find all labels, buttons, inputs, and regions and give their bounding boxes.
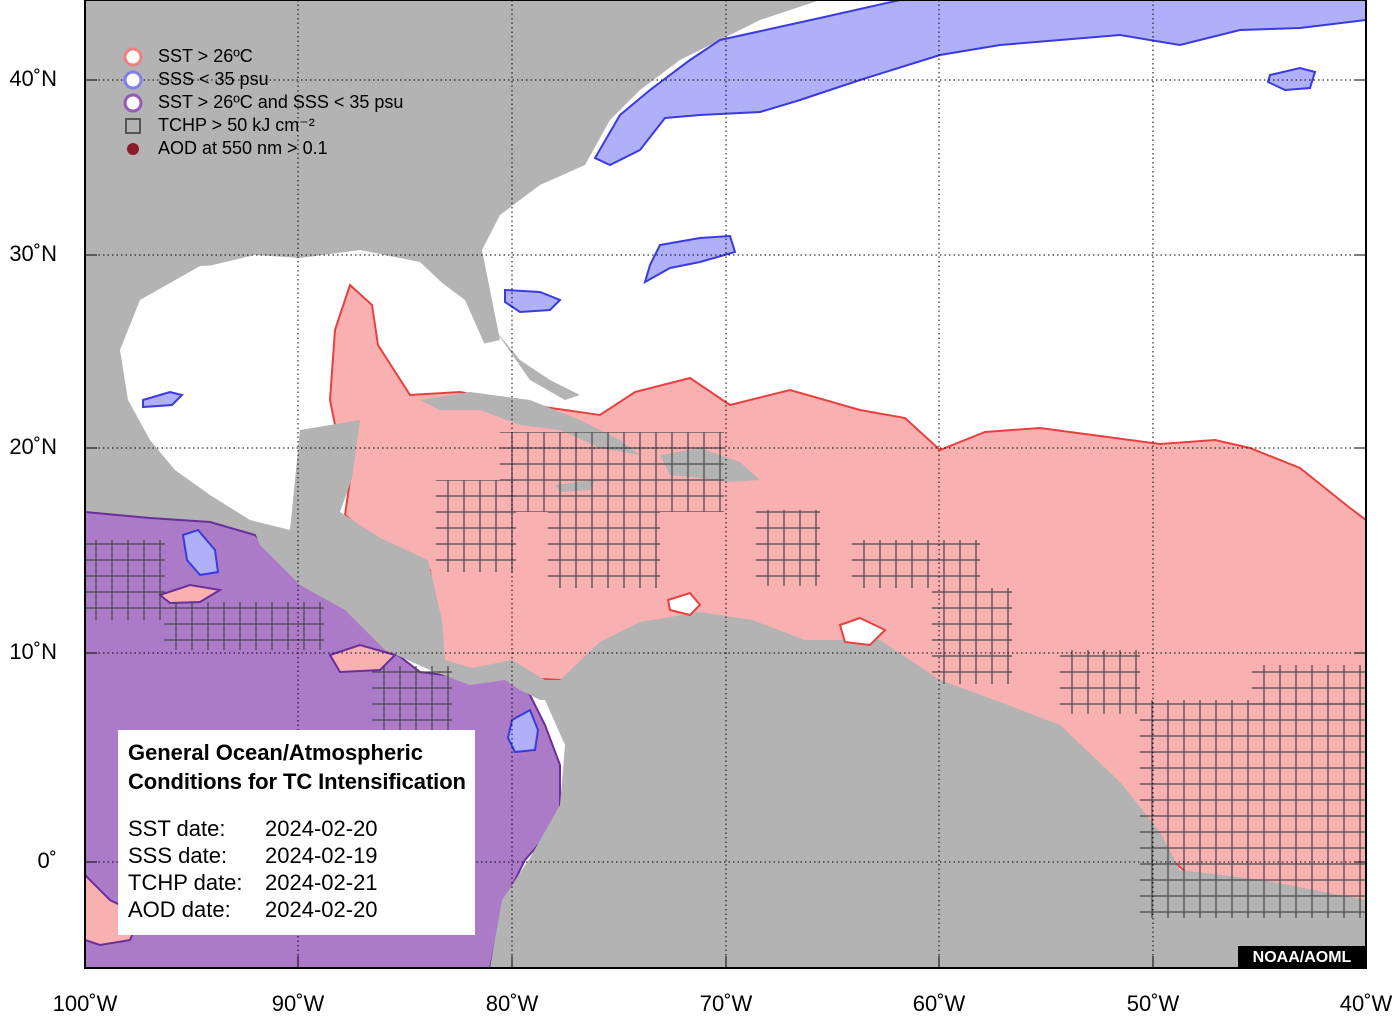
x-tick-label: 70˚W (700, 991, 753, 1016)
legend-label: SST > 26ºC and SSS < 35 psu (158, 92, 403, 112)
info-date: 2024-02-19 (265, 843, 378, 868)
tchp-grid (85, 432, 1366, 918)
land (85, 0, 820, 540)
info-title: General Ocean/Atmospheric (128, 740, 423, 765)
sst-region (157, 583, 223, 605)
info-date: 2024-02-21 (265, 870, 378, 895)
x-tick-label: 40˚W (1340, 991, 1393, 1016)
info-box: General Ocean/Atmospheric Conditions for… (118, 730, 475, 935)
legend-label: SST > 26ºC (158, 46, 253, 66)
info-label: SSS date: (128, 843, 227, 868)
y-tick-label: 30˚N (9, 241, 57, 266)
sss-region (593, 0, 1366, 167)
legend-marker (125, 118, 141, 134)
info-rows: SST date: 2024-02-20 SSS date: 2024-02-19 TC… (128, 816, 378, 922)
sss-region (643, 234, 737, 285)
land (495, 330, 580, 400)
legend-label: AOD at 550 nm > 0.1 (158, 138, 328, 158)
water (838, 616, 887, 647)
water (666, 591, 702, 617)
info-label: AOD date: (128, 897, 231, 922)
y-tick-label: 20˚N (9, 434, 57, 459)
legend-marker (123, 93, 143, 113)
water (135, 252, 485, 470)
sss-region (1266, 66, 1317, 92)
y-tick-label: 0˚ (37, 848, 57, 873)
sss-region (504, 288, 562, 314)
credit-bg (1238, 946, 1366, 968)
land (250, 420, 575, 700)
y-tick-label: 40˚N (9, 66, 57, 91)
map-area (85, 0, 1366, 968)
info-label: SST date: (128, 816, 225, 841)
x-tick-label: 90˚W (272, 991, 325, 1016)
legend-marker (123, 70, 143, 90)
legend-label: TCHP > 50 kJ cm⁻² (158, 115, 315, 135)
legend-marker (123, 47, 143, 67)
sss-region (142, 390, 184, 409)
legend-label: SSS < 35 psu (158, 69, 269, 89)
info-box-bg (118, 730, 475, 935)
info-date: 2024-02-20 (265, 897, 378, 922)
sst-region (328, 643, 397, 674)
x-tick-label: 60˚W (913, 991, 966, 1016)
info-date: 2024-02-20 (265, 816, 378, 841)
x-tick-label: 100˚W (53, 991, 118, 1016)
info-label: TCHP date: (128, 870, 243, 895)
legend-marker (127, 143, 139, 155)
info-title: Conditions for TC Intensification (128, 769, 466, 794)
y-tick-label: 10˚N (9, 639, 57, 664)
sss-region (506, 708, 540, 754)
sss-region (181, 528, 220, 577)
x-tick-label: 80˚W (486, 991, 539, 1016)
x-tick-label: 50˚W (1127, 991, 1180, 1016)
legend: SST > 26ºC SSS < 35 psu SST > 26ºC and SSS… (123, 46, 403, 158)
credit: NOAA/AOML (1253, 949, 1352, 966)
